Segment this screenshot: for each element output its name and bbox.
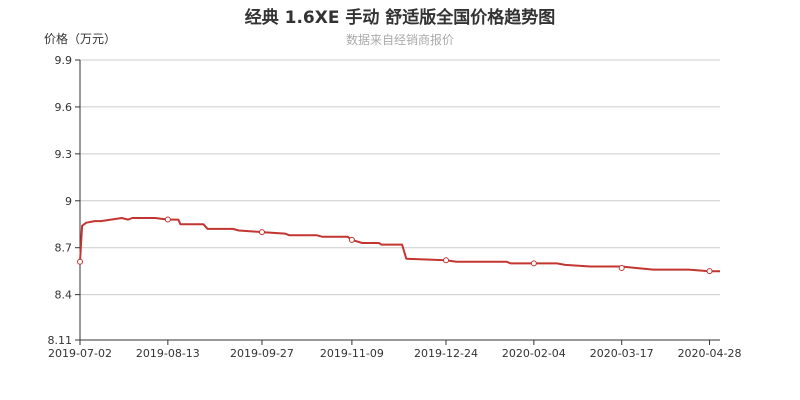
y-tick-label: 9.9 — [55, 54, 73, 67]
y-tick-label: 9.3 — [55, 148, 73, 161]
data-point — [258, 229, 265, 236]
y-tick-label: 9.6 — [55, 101, 73, 114]
y-tick-label: 8.4 — [55, 289, 73, 302]
axes — [75, 59, 720, 345]
tick-labels: 8.11 8.4 8.7 9 9.3 9.6 9.9 2019-07-02 2019-08-13… — [48, 54, 742, 360]
data-point — [618, 265, 625, 272]
grid-lines — [80, 59, 720, 296]
x-tick-label: 2019-07-02 — [48, 347, 112, 360]
data-point — [706, 268, 713, 275]
data-point — [77, 258, 83, 265]
data-point — [164, 216, 171, 223]
y-tick-label: 8.11 — [48, 334, 73, 347]
x-tick-label: 2019-08-13 — [136, 347, 200, 360]
x-tick-label: 2020-02-04 — [502, 347, 566, 360]
data-point — [348, 236, 355, 243]
chart-subtitle: 数据来自经销商报价 — [345, 33, 454, 47]
x-tick-label: 2019-11-09 — [320, 347, 384, 360]
chart-title: 经典 1.6XE 手动 舒适版全国价格趋势图 — [244, 8, 556, 28]
y-axis-label: 价格（万元） — [44, 32, 117, 46]
series-layer — [77, 216, 720, 275]
x-tick-label: 2019-12-24 — [414, 347, 478, 360]
x-tick-label: 2020-04-28 — [678, 347, 742, 360]
y-tick-label: 9 — [65, 195, 72, 208]
x-tick-label: 2020-03-17 — [590, 347, 654, 360]
x-tick-label: 2019-09-27 — [230, 347, 294, 360]
data-point — [530, 260, 537, 267]
price-series-line — [79, 217, 720, 273]
y-tick-label: 8.7 — [55, 242, 73, 255]
data-point — [443, 257, 450, 264]
